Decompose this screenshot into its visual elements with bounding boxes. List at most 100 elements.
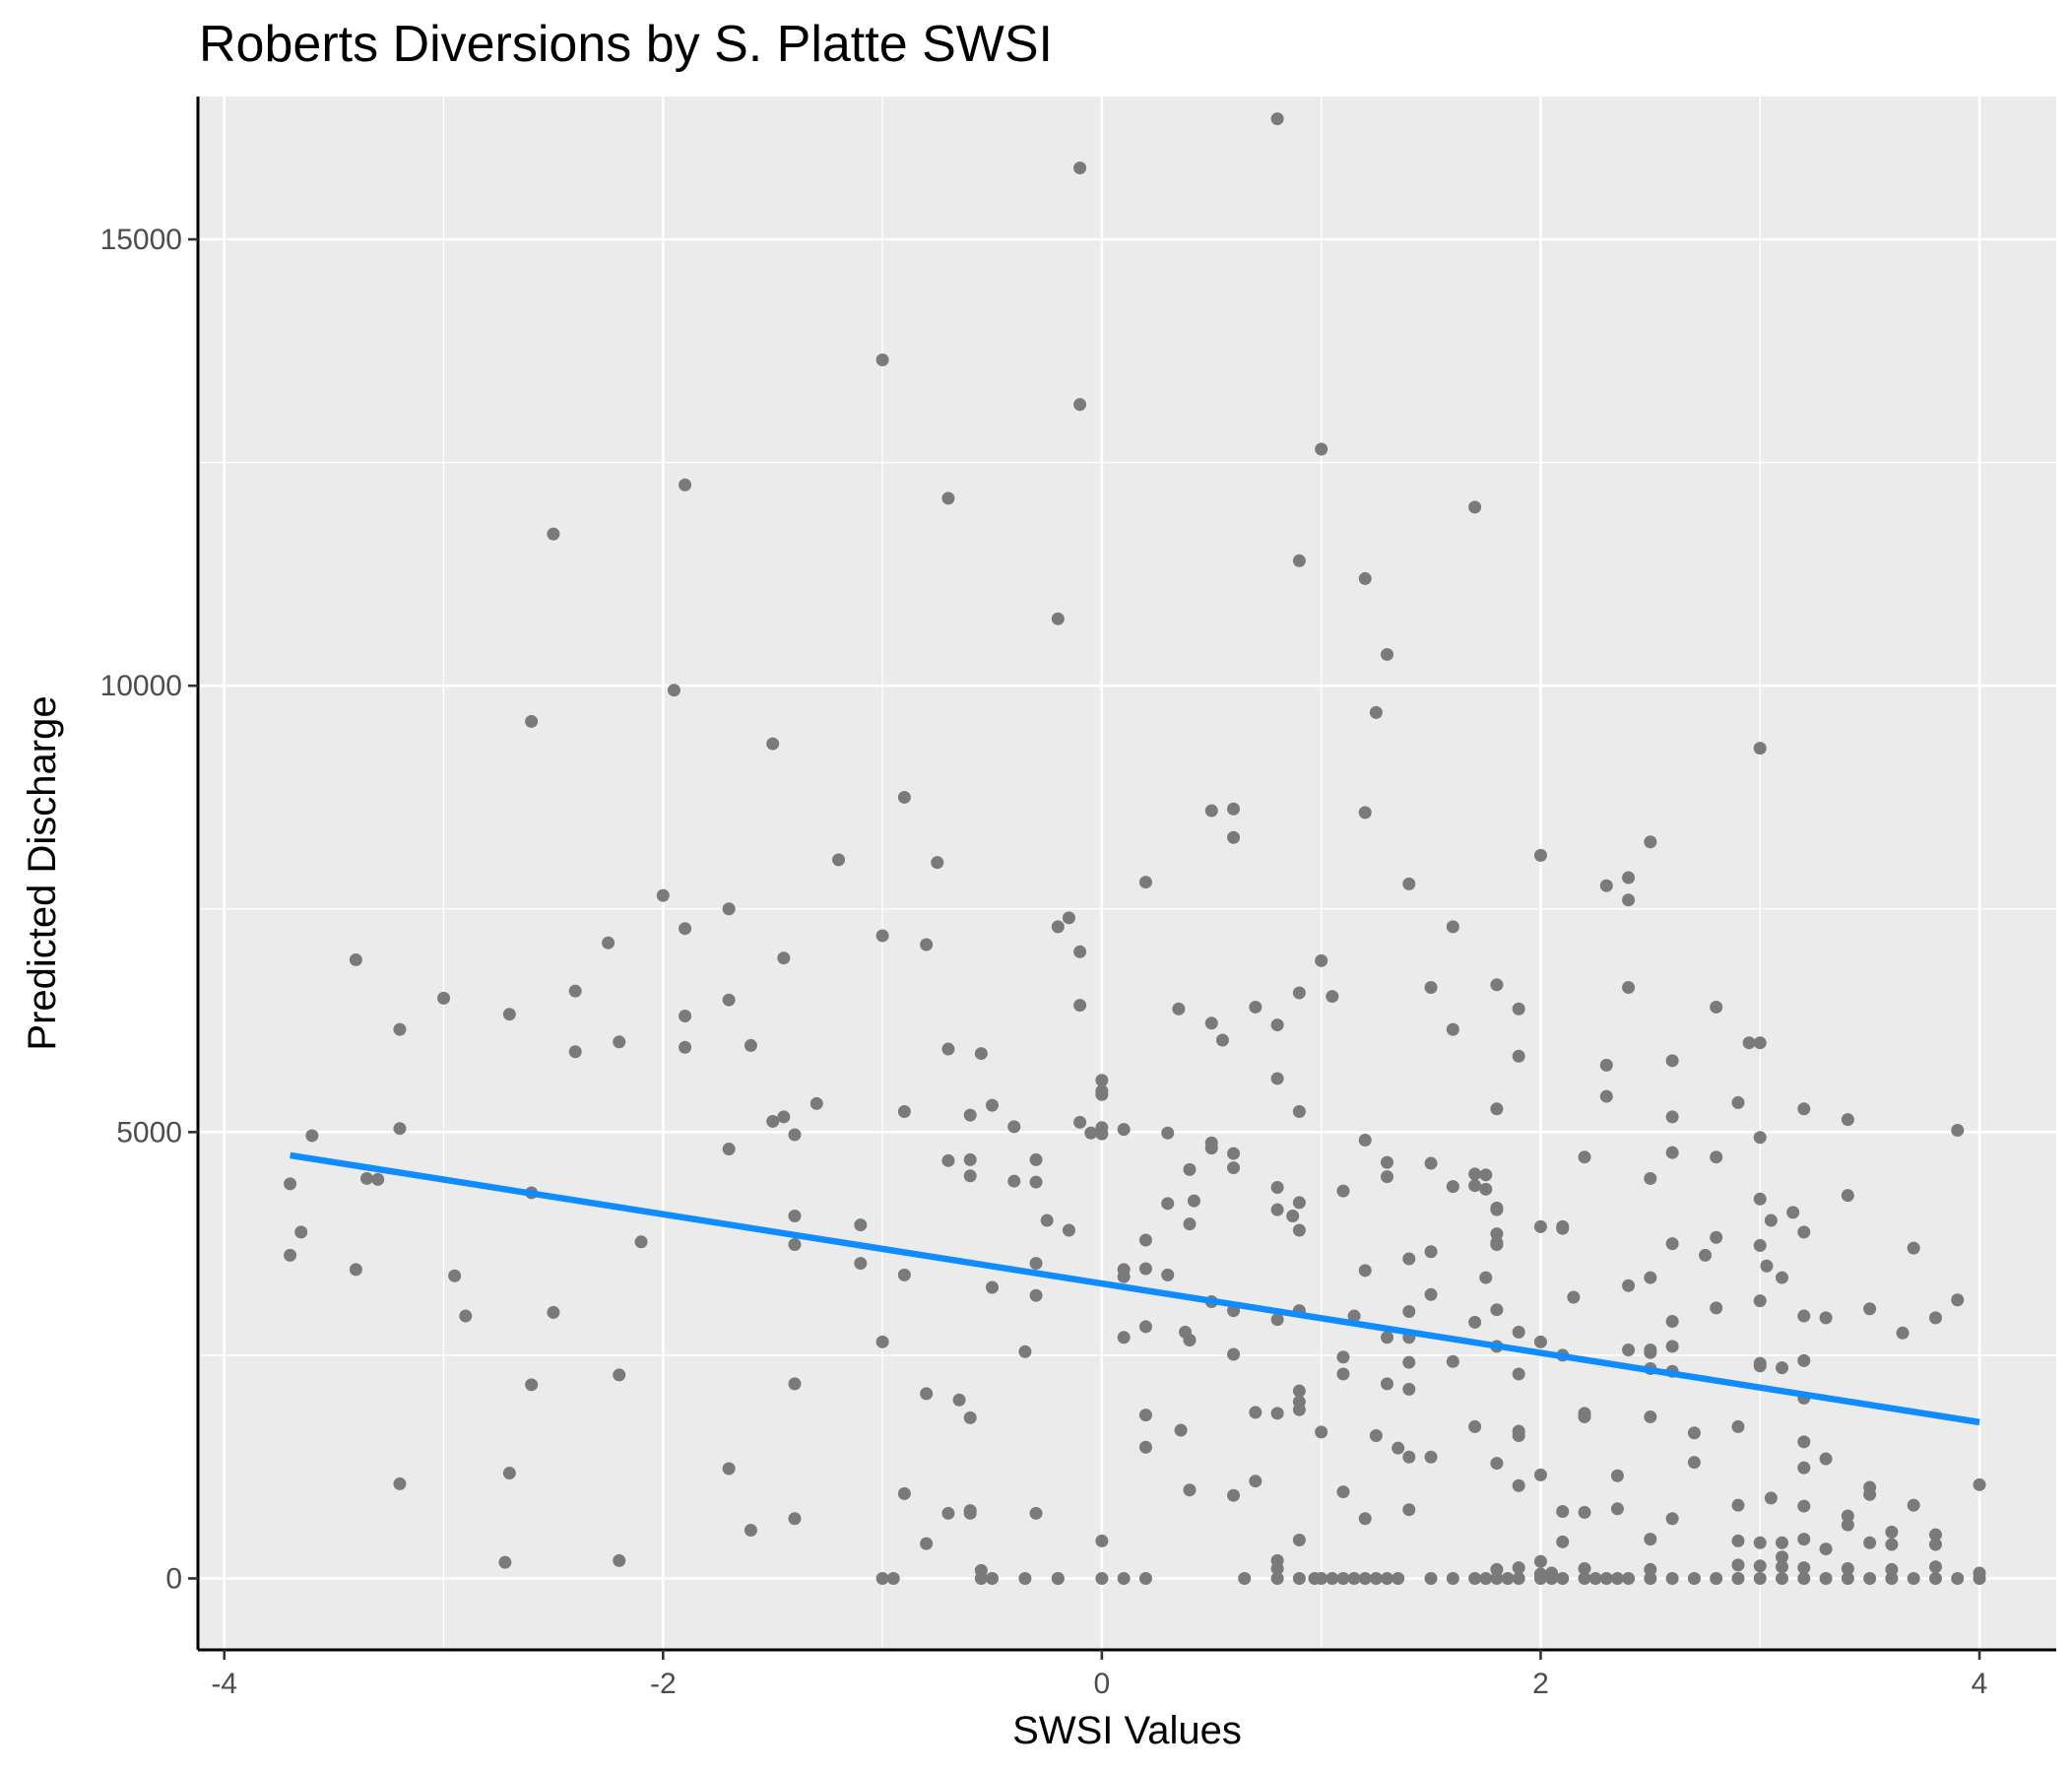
data-point <box>1599 1571 1613 1585</box>
data-point <box>1227 830 1241 844</box>
data-point <box>1292 1223 1306 1237</box>
data-point <box>1424 1287 1438 1301</box>
data-point <box>1424 1571 1438 1585</box>
data-point <box>1468 1315 1482 1329</box>
data-point <box>1073 999 1087 1013</box>
data-point <box>1973 1477 1986 1491</box>
data-point <box>1753 1192 1767 1206</box>
data-point <box>1424 1450 1438 1464</box>
data-point <box>1973 1571 1986 1585</box>
data-point <box>963 1169 977 1183</box>
data-point <box>1095 1534 1109 1547</box>
data-point <box>1776 1361 1789 1375</box>
data-point <box>459 1309 473 1323</box>
data-point <box>1490 978 1504 992</box>
chart-title: Roberts Diversions by S. Platte SWSI <box>199 16 1053 73</box>
data-point <box>722 1462 736 1476</box>
x-tick-label: 2 <box>1532 1668 1549 1700</box>
data-point <box>875 1571 889 1585</box>
data-point <box>371 1172 385 1186</box>
data-point <box>931 856 944 870</box>
data-point <box>1369 705 1383 719</box>
data-point <box>1665 1314 1679 1328</box>
data-point <box>875 353 889 366</box>
data-point <box>1742 1036 1756 1050</box>
x-axis-title: SWSI Values <box>1012 1709 1242 1752</box>
data-point <box>1249 1000 1263 1014</box>
data-point <box>1138 1440 1152 1454</box>
data-point <box>1687 1571 1701 1585</box>
data-point <box>1863 1536 1877 1549</box>
data-point <box>547 527 560 541</box>
y-axis-title: Predicted Discharge <box>21 695 64 1050</box>
data-point <box>1545 1571 1559 1585</box>
data-point <box>1776 1271 1789 1284</box>
data-point <box>1381 647 1394 661</box>
data-point <box>1117 1331 1131 1345</box>
data-point <box>1533 1468 1547 1481</box>
data-point <box>1029 1288 1043 1302</box>
data-point <box>1951 1293 1965 1307</box>
x-tick-label: 0 <box>1094 1668 1111 1700</box>
data-point <box>1381 1155 1394 1169</box>
data-point <box>1187 1194 1200 1208</box>
data-point <box>1490 1203 1504 1216</box>
data-point <box>1183 1334 1197 1347</box>
data-point <box>1512 1428 1525 1442</box>
data-point <box>854 1218 868 1232</box>
data-point <box>1270 1181 1284 1195</box>
x-tick-label: -4 <box>211 1668 237 1700</box>
data-point <box>1610 1571 1624 1585</box>
data-point <box>1051 612 1065 625</box>
data-point <box>284 1248 297 1262</box>
data-point <box>1029 1506 1043 1520</box>
data-point <box>1270 1313 1284 1327</box>
plot-panel <box>198 97 2056 1650</box>
data-point <box>941 1153 955 1167</box>
data-point <box>1183 1483 1197 1497</box>
data-point <box>448 1269 462 1282</box>
data-point <box>393 1022 407 1036</box>
data-point <box>1315 1571 1328 1585</box>
data-point <box>525 1378 539 1392</box>
data-point <box>1797 1309 1811 1323</box>
data-point <box>1315 953 1328 967</box>
data-point <box>502 1467 516 1480</box>
data-point <box>941 1506 955 1520</box>
data-point <box>1381 1170 1394 1184</box>
data-point <box>1215 1033 1229 1047</box>
data-point <box>1687 1456 1701 1470</box>
data-point <box>1138 1409 1152 1422</box>
data-point <box>1863 1487 1877 1501</box>
data-point <box>1797 1533 1811 1546</box>
data-point <box>1776 1560 1789 1574</box>
data-point <box>1292 1104 1306 1118</box>
data-point <box>393 1477 407 1490</box>
data-point <box>1402 1252 1416 1266</box>
data-point <box>1863 1302 1877 1316</box>
data-point <box>1556 1221 1570 1235</box>
data-point <box>809 1096 823 1110</box>
data-point <box>1885 1538 1899 1551</box>
data-point <box>1347 1571 1361 1585</box>
data-point <box>634 1235 648 1249</box>
y-tick-label: 15000 <box>100 224 182 256</box>
data-point <box>722 902 736 916</box>
data-point <box>974 1571 988 1585</box>
data-point <box>1446 1022 1459 1036</box>
data-point <box>1731 1419 1745 1433</box>
data-point <box>1819 1452 1833 1466</box>
data-point <box>1610 1502 1624 1516</box>
data-point <box>360 1171 374 1185</box>
data-point <box>1490 1102 1504 1116</box>
data-point <box>1731 1558 1745 1572</box>
data-point <box>1622 1571 1636 1585</box>
data-point <box>1665 1571 1679 1585</box>
data-point <box>1095 1087 1109 1101</box>
data-point <box>1479 1571 1493 1585</box>
data-point <box>1622 1279 1636 1292</box>
data-point <box>1249 1475 1263 1488</box>
data-point <box>1644 1571 1657 1585</box>
data-point <box>941 492 955 505</box>
data-point <box>602 936 615 950</box>
